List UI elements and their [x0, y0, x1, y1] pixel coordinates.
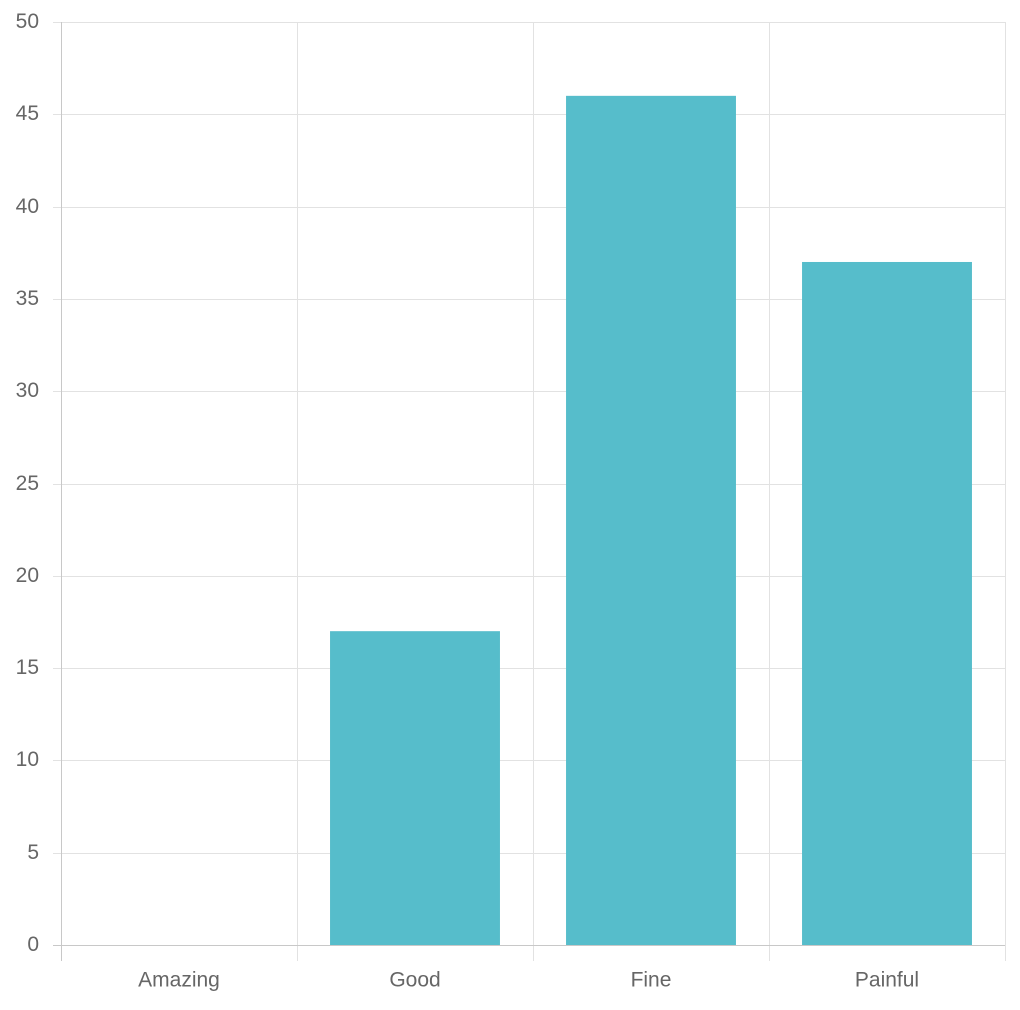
y-tick-label: 30	[16, 379, 39, 402]
x-category-label: Amazing	[138, 969, 220, 992]
y-tick-label: 10	[16, 748, 39, 771]
bar-painful[interactable]	[802, 261, 972, 946]
axes	[53, 22, 1005, 961]
bar-fine[interactable]	[566, 95, 736, 946]
bars	[330, 95, 972, 946]
y-axis-tick-labels: 0 5 10 15 20 25 30 35 40 45 50	[16, 10, 39, 956]
y-tick-label: 0	[27, 933, 39, 956]
x-axis-category-labels: Amazing Good Fine Painful	[138, 969, 919, 992]
y-tick-label: 35	[16, 287, 39, 310]
bar-good[interactable]	[330, 631, 500, 945]
y-tick-label: 50	[16, 10, 39, 33]
y-tick-label: 5	[27, 841, 39, 864]
y-tick-label: 45	[16, 102, 39, 125]
y-tick-label: 20	[16, 564, 39, 587]
grid-lines	[53, 22, 1006, 961]
y-tick-label: 40	[16, 195, 39, 218]
y-tick-label: 15	[16, 656, 39, 679]
x-category-label: Painful	[855, 969, 919, 992]
x-category-label: Good	[389, 969, 440, 992]
x-category-label: Fine	[631, 969, 672, 992]
y-tick-label: 25	[16, 472, 39, 495]
